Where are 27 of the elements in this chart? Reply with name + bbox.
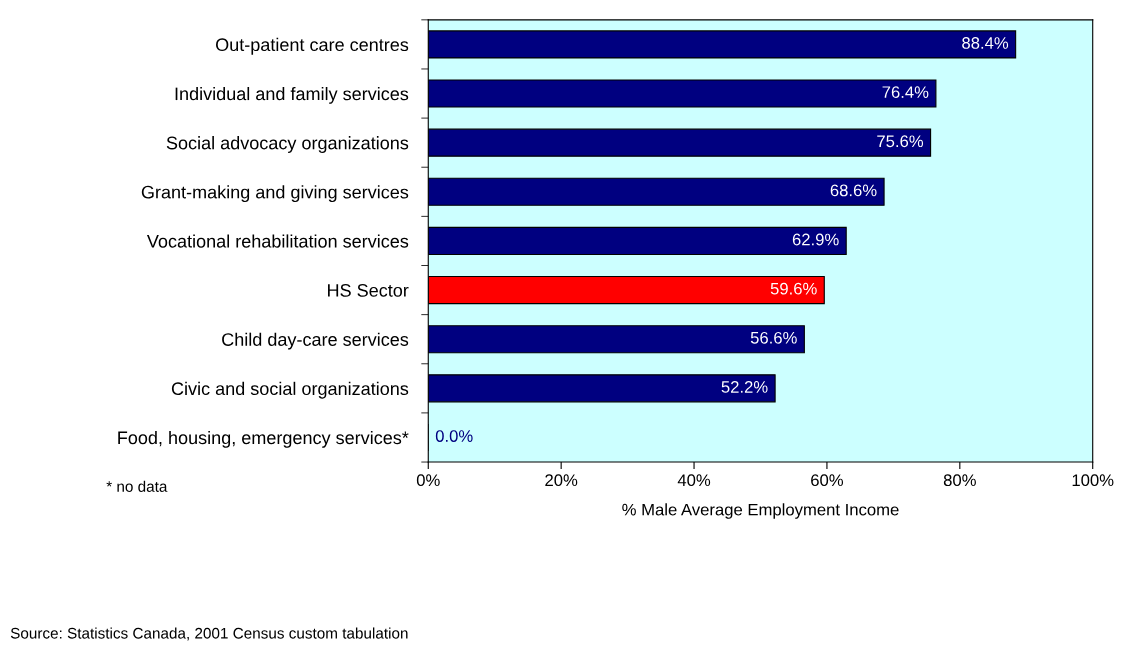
- x-tick-label: 0%: [416, 474, 440, 487]
- data-label: 68.6%: [830, 184, 877, 197]
- x-tick-label: 20%: [545, 474, 578, 487]
- data-label: 52.2%: [721, 381, 768, 393]
- x-tick-label: 60%: [811, 474, 844, 487]
- data-label: 62.9%: [792, 233, 839, 246]
- y-tick-label: HS Sector: [328, 284, 409, 297]
- x-tick-label: 40%: [677, 474, 711, 487]
- x-axis-title: % Male Average Employment Income: [622, 503, 899, 519]
- y-tick-label: Vocational rehabilitation services: [146, 234, 409, 248]
- data-label: 88.4%: [962, 37, 1009, 49]
- data-label: 56.6%: [750, 331, 797, 344]
- y-tick-label: Out-patient care centres: [216, 37, 409, 55]
- y-tick-label: Individual and family services: [175, 86, 409, 104]
- y-tick-label: Food, housing, emergency services*: [118, 430, 409, 448]
- text: * no data: [106, 480, 168, 492]
- data-label: 59.6%: [770, 282, 817, 295]
- y-tick-label: Civic and social organizations: [171, 381, 409, 399]
- y-tick-label: Grant-making and giving services: [141, 185, 409, 203]
- data-label: 76.4%: [882, 86, 929, 99]
- y-tick-label: Child day-care services: [222, 332, 409, 350]
- data-label: 75.6%: [877, 135, 924, 148]
- x-tick-label: 100%: [1072, 474, 1114, 487]
- source-note: Source: Statistics Canada, 2001 Census custom tabulation: [10, 627, 408, 641]
- y-tick-label: Social advocacy organizations: [166, 136, 409, 153]
- x-tick-label: 80%: [943, 474, 976, 487]
- data-label: 0.0%: [435, 430, 473, 442]
